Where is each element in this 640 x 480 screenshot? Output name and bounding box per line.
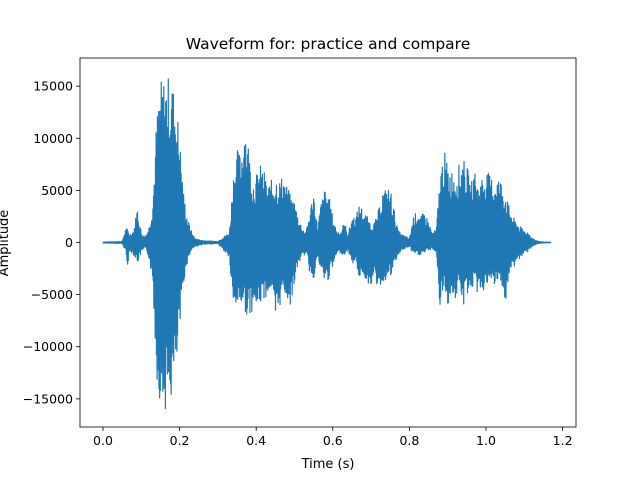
waveform-series (102, 78, 552, 410)
x-tick-label: 0.6 (323, 433, 343, 448)
waveform-line (102, 78, 552, 410)
y-tick-label: 5000 (41, 183, 73, 198)
x-axis: 0.0 0.2 0.4 0.6 0.8 1.0 1.2 (93, 427, 573, 448)
x-axis-label: Time (s) (301, 457, 355, 472)
y-tick-label: −15000 (23, 391, 73, 406)
y-tick-label: 0 (65, 235, 73, 250)
x-tick-label: 0.8 (399, 433, 419, 448)
y-axis: −15000 −10000 −5000 0 5000 10000 15000 (23, 79, 80, 406)
y-tick-label: −5000 (31, 287, 73, 302)
y-tick-label: −10000 (23, 339, 73, 354)
y-tick-label: 15000 (33, 79, 73, 94)
y-axis-label: Amplitude (0, 210, 12, 277)
x-tick-label: 0.2 (170, 433, 190, 448)
x-tick-label: 0.0 (93, 433, 113, 448)
x-tick-label: 0.4 (246, 433, 266, 448)
y-tick-label: 10000 (33, 131, 73, 146)
x-tick-label: 1.0 (476, 433, 496, 448)
chart-title: Waveform for: practice and compare (186, 35, 471, 53)
x-tick-label: 1.2 (553, 433, 573, 448)
